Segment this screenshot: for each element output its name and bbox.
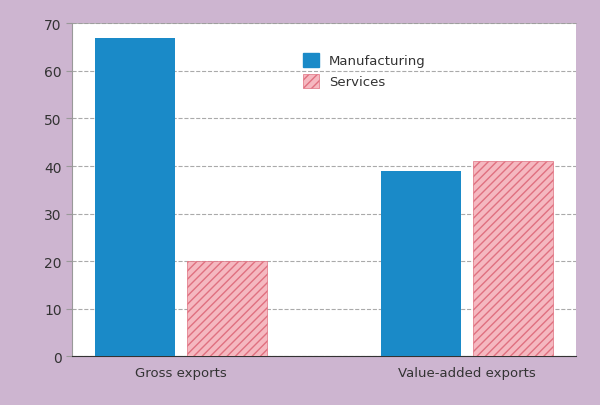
Bar — [473, 162, 553, 356]
Bar — [381, 171, 461, 356]
Legend: Manufacturing, Services: Manufacturing, Services — [296, 47, 433, 96]
Bar — [187, 262, 267, 356]
Bar — [95, 38, 175, 356]
